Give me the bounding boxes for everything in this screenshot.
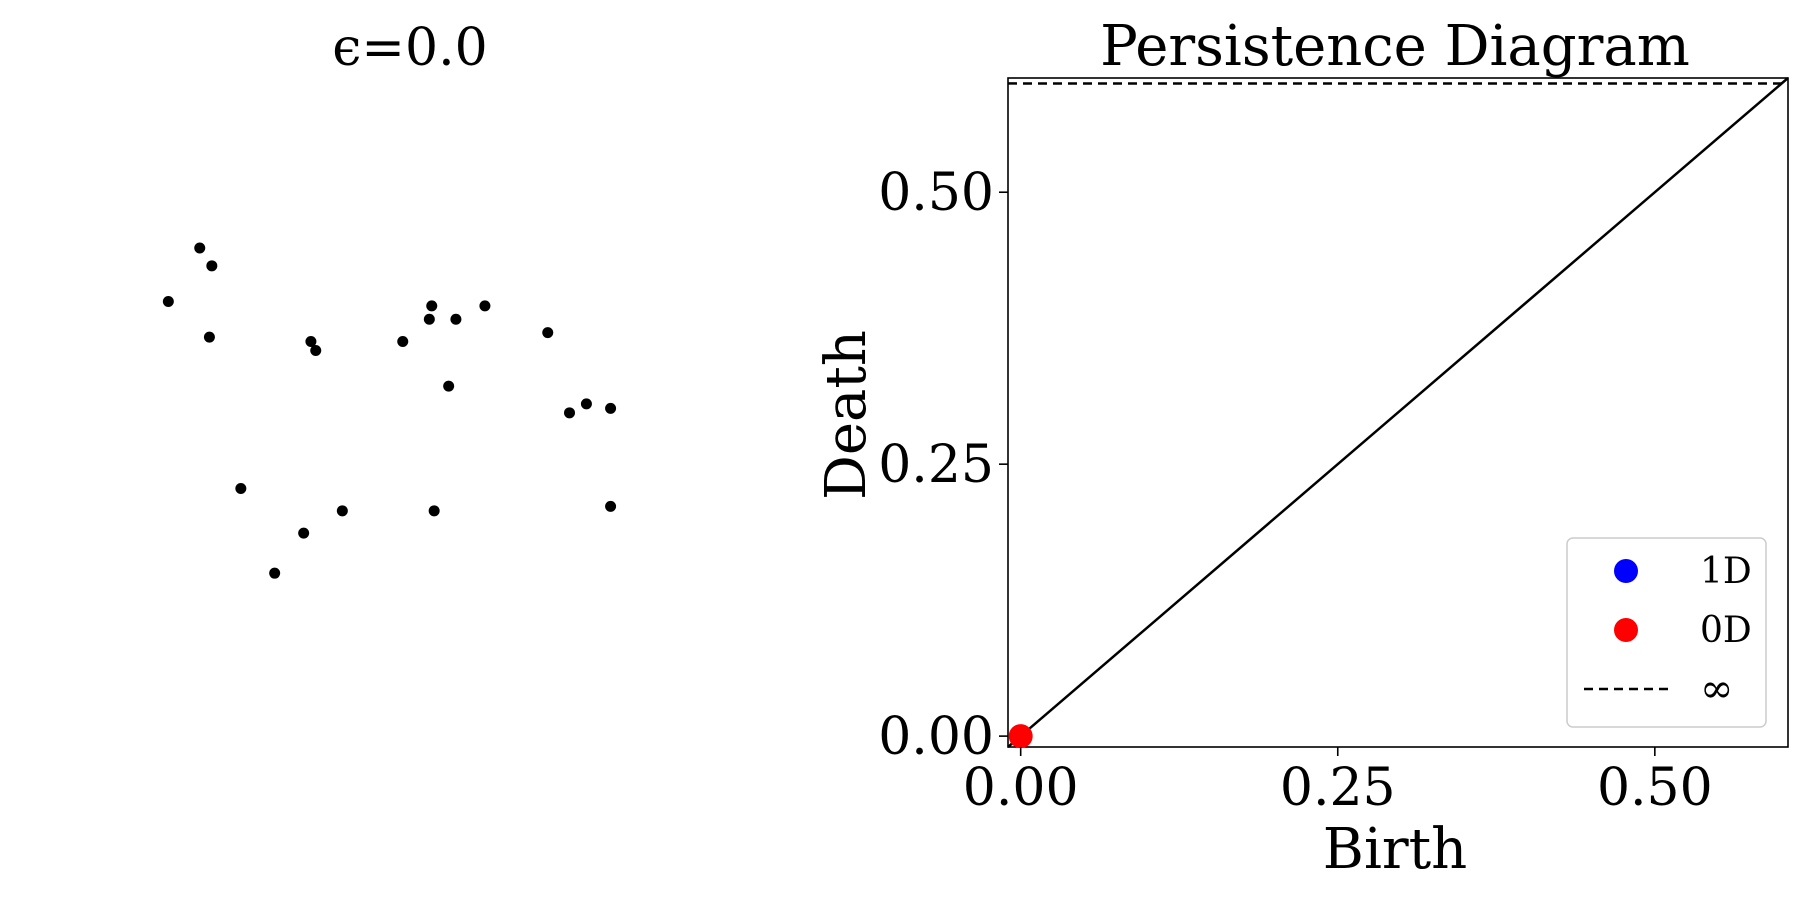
legend-box — [1566, 537, 1767, 728]
legend-label-0d: 0D — [1700, 610, 1752, 651]
point-cloud-point — [605, 500, 617, 512]
point-cloud-point — [426, 300, 438, 312]
point-cloud-point — [194, 242, 206, 254]
legend-label-infinity: ∞ — [1700, 666, 1733, 712]
point-cloud-point — [564, 407, 575, 419]
y-tick-label: 0.25 — [878, 435, 994, 495]
point-cloud-point — [428, 505, 440, 517]
persistence-point-0d — [1008, 724, 1033, 749]
y-tick-label: 0.00 — [878, 707, 994, 767]
y-ticks: 0.00 0.25 0.50 — [878, 163, 1008, 767]
point-cloud-title: ϵ=0.0 — [332, 18, 487, 78]
point-cloud-point — [203, 331, 215, 343]
point-cloud-point — [443, 380, 455, 392]
y-tick-label: 0.50 — [878, 163, 994, 223]
point-cloud-point — [298, 527, 310, 539]
point-cloud-point — [310, 344, 322, 356]
legend: 1D 0D ∞ — [1566, 537, 1767, 728]
point-cloud-point — [423, 313, 435, 325]
point-cloud-point — [542, 327, 554, 339]
legend-marker-1d — [1614, 559, 1638, 583]
point-cloud-point — [162, 295, 174, 307]
point-cloud-points — [162, 242, 617, 579]
x-tick-label: 0.00 — [963, 758, 1079, 818]
point-cloud-point — [479, 300, 491, 312]
point-cloud-point — [397, 336, 409, 348]
persistence-panel: Persistence Diagram 0.00 0.25 0.50 0.00 0.2… — [814, 14, 1789, 882]
y-axis-label: Death — [814, 330, 879, 500]
point-cloud-point — [269, 567, 281, 579]
persistence-plot-area — [1007, 77, 1789, 749]
point-cloud-point — [450, 313, 462, 325]
x-tick-label: 0.50 — [1597, 758, 1713, 818]
legend-marker-0d — [1614, 618, 1638, 642]
persistence-title: Persistence Diagram — [1100, 14, 1690, 79]
point-cloud-point — [336, 505, 348, 517]
legend-label-1d: 1D — [1700, 551, 1752, 592]
point-cloud-point — [305, 336, 317, 348]
point-cloud-point — [605, 402, 617, 414]
x-tick-label: 0.25 — [1280, 758, 1396, 818]
point-cloud-point — [580, 398, 592, 410]
point-cloud-panel: ϵ=0.0 — [162, 18, 617, 579]
diagonal-line — [1007, 77, 1789, 748]
point-cloud-point — [235, 483, 247, 495]
x-ticks: 0.00 0.25 0.50 — [963, 747, 1713, 818]
point-cloud-point — [206, 260, 218, 272]
x-axis-label: Birth — [1323, 817, 1467, 882]
plot-frame — [1007, 77, 1789, 748]
